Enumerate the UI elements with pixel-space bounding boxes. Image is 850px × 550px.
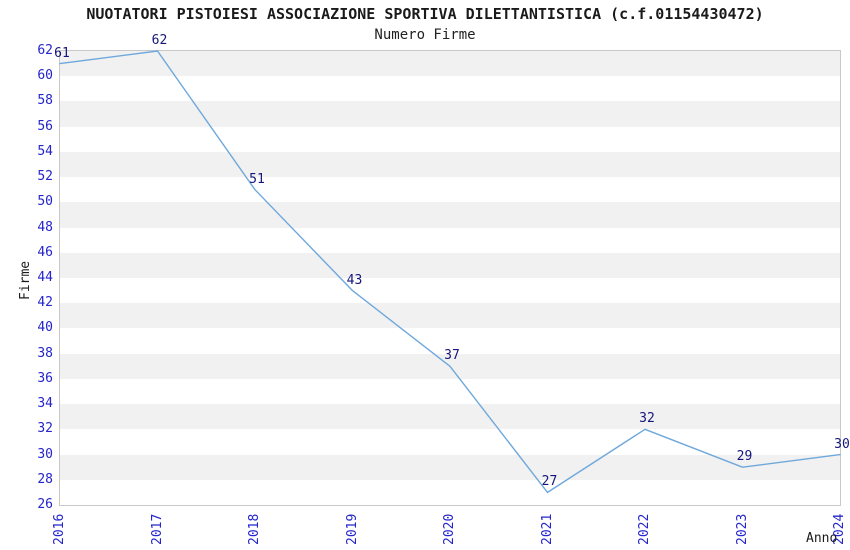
x-tick-label: 2020 — [442, 513, 457, 545]
y-tick-label: 38 — [37, 345, 53, 361]
x-tick-label: 2017 — [149, 513, 165, 545]
y-tick-label: 52 — [37, 169, 53, 185]
data-point-label: 32 — [639, 411, 655, 427]
plot-band — [60, 378, 840, 405]
y-tick-label: 56 — [37, 118, 53, 134]
x-tick-label: 2023 — [734, 513, 750, 545]
plot-area — [59, 50, 841, 506]
chart-title: NUOTATORI PISTOIESI ASSOCIAZIONE SPORTIV… — [86, 5, 764, 23]
y-tick-label: 58 — [37, 93, 53, 109]
x-tick-label: 2021 — [539, 513, 555, 545]
y-tick-label: 36 — [37, 370, 53, 386]
y-tick-label: 28 — [37, 471, 53, 487]
chart-subtitle: Numero Firme — [374, 27, 476, 43]
y-tick-label: 42 — [37, 295, 53, 311]
plot-band — [60, 51, 840, 77]
data-point-label: 43 — [346, 272, 363, 288]
y-tick-label: 40 — [37, 320, 53, 336]
plot-band — [60, 278, 840, 304]
data-point-label: 30 — [834, 436, 850, 452]
y-tick-label: 48 — [37, 219, 53, 235]
plot-band — [60, 126, 840, 152]
data-point-label: 37 — [444, 348, 460, 364]
series-line — [59, 50, 841, 494]
x-tick-label: 2018 — [247, 513, 262, 545]
plot-band — [60, 202, 840, 228]
y-tick-label: 62 — [37, 43, 53, 58]
series-line-layer — [59, 50, 841, 494]
plot-band — [60, 429, 840, 455]
x-tick-label: 2022 — [637, 513, 652, 545]
data-point-label: 27 — [541, 474, 558, 490]
plot-band — [60, 252, 840, 278]
y-axis-title: Firme — [18, 260, 33, 300]
data-point-label: 62 — [151, 33, 168, 48]
y-tick-label: 50 — [37, 194, 53, 210]
y-tick-label: 30 — [37, 446, 53, 462]
plot-band — [60, 101, 840, 127]
data-point-label: 29 — [736, 449, 753, 465]
y-tick-label: 60 — [37, 68, 53, 84]
y-tick-label: 54 — [37, 143, 53, 159]
y-tick-label: 46 — [37, 244, 53, 260]
plot-band — [60, 151, 840, 178]
y-tick-label: 44 — [37, 270, 53, 285]
plot-band — [60, 328, 840, 354]
y-tick-label: 26 — [37, 497, 53, 512]
y-tick-label: 34 — [37, 396, 53, 412]
data-point-label: 51 — [249, 171, 265, 187]
data-point-label: 61 — [54, 45, 70, 61]
plot-band — [60, 227, 840, 253]
plot-band — [60, 177, 840, 203]
y-tick-label: 32 — [37, 421, 53, 437]
x-axis-title: Anno — [806, 531, 838, 546]
plot-band — [60, 303, 840, 329]
x-tick-label: 2019 — [344, 513, 360, 545]
plot-band — [60, 454, 840, 480]
x-tick-label: 2016 — [52, 513, 67, 545]
plot-band — [60, 404, 840, 430]
plot-band — [60, 479, 840, 505]
